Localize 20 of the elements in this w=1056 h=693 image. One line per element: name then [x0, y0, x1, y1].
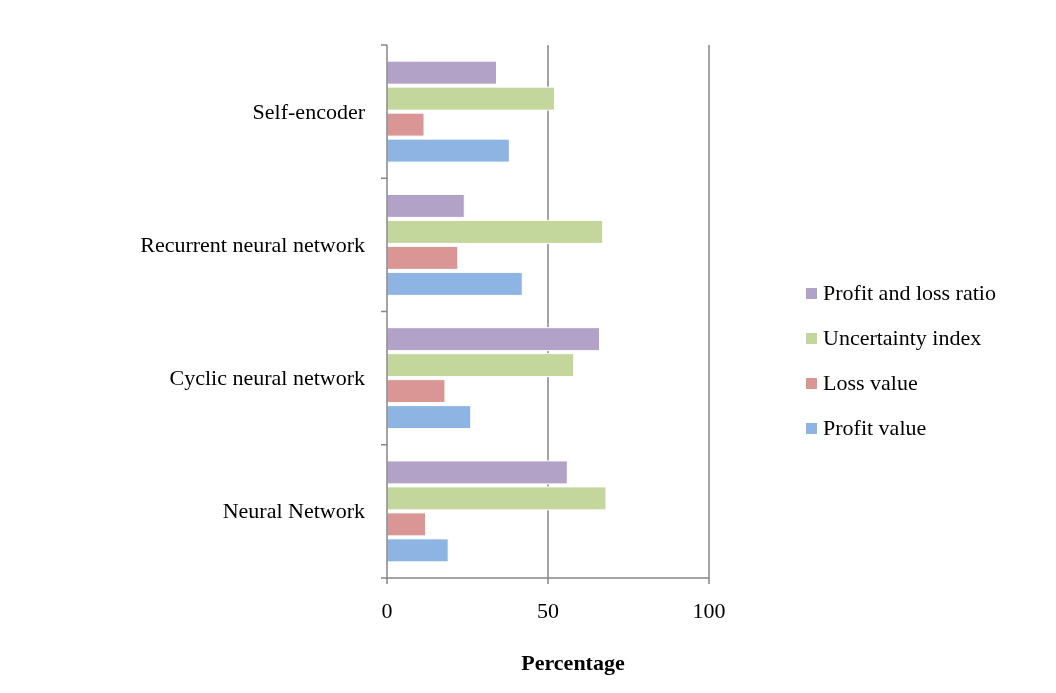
bar	[386, 193, 465, 218]
bar	[386, 219, 604, 244]
y-tick-label: Self-encoder	[252, 98, 366, 124]
bar	[386, 271, 523, 296]
legend-label: Uncertainty index	[823, 325, 982, 350]
y-tick-label: Recurrent neural network	[140, 231, 365, 257]
legend-label: Loss value	[823, 370, 918, 395]
legend-label: Profit value	[823, 415, 927, 440]
x-axis-title: Percentage	[521, 650, 625, 675]
y-tick-label: Cyclic neural network	[169, 365, 365, 391]
bar	[386, 405, 472, 430]
y-tick-label: Neural Network	[222, 498, 365, 524]
bar	[386, 353, 575, 378]
x-tick-label: 0	[381, 598, 393, 623]
bar	[386, 327, 601, 352]
x-tick-label: 100	[692, 598, 726, 623]
x-tick-label: 50	[537, 598, 559, 623]
bar	[386, 379, 446, 404]
bar	[386, 245, 459, 270]
legend-label: Profit and loss ratio	[823, 280, 996, 305]
